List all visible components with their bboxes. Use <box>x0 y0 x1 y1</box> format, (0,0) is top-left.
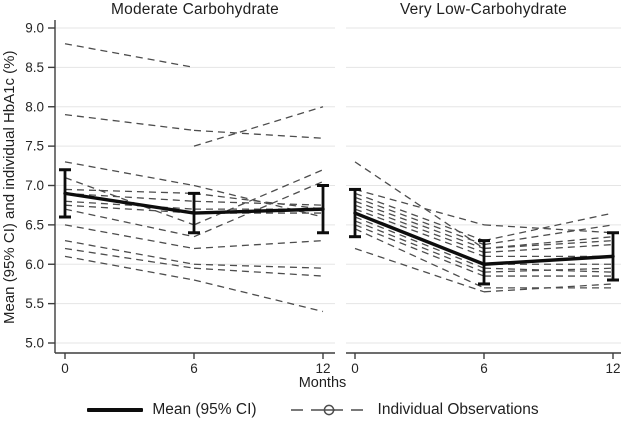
individual-observation-line <box>64 161 195 187</box>
mean-line-sample-icon <box>87 408 144 412</box>
individual-observation-line <box>193 169 324 226</box>
individual-observation-line <box>354 224 485 277</box>
y-tick-label: 9.0 <box>25 21 44 36</box>
x-tick-label: 0 <box>351 361 359 376</box>
individual-observation-line <box>64 255 195 281</box>
individual-observation-line <box>354 247 485 293</box>
dashed-line-sample-icon <box>290 404 367 416</box>
individual-observation-line <box>64 43 195 69</box>
individual-observation-line <box>354 196 485 246</box>
individual-observation-line <box>483 212 614 242</box>
individual-observation-line <box>193 192 324 210</box>
individual-observation-line <box>193 263 324 269</box>
individual-observation-line <box>193 267 324 277</box>
individual-observation-line <box>483 283 614 293</box>
x-tick-label: 6 <box>190 361 198 376</box>
legend-individual-label: Individual Observations <box>377 401 539 418</box>
mean-line <box>353 211 615 266</box>
x-tick-label: 12 <box>605 361 620 376</box>
individual-observation-line <box>483 267 614 273</box>
individual-observation-line <box>64 224 195 250</box>
individual-observation-line <box>354 188 485 226</box>
individual-observation-line <box>354 200 485 250</box>
individual-observation-line <box>354 204 485 254</box>
panel-title-very-low: Very Low-Carbohydrate <box>399 1 568 18</box>
legend-mean-label: Mean (95% CI) <box>152 401 257 418</box>
individual-observation-line <box>483 236 614 250</box>
individual-observation-line <box>64 204 195 214</box>
individual-observation-line <box>64 208 195 238</box>
individual-observation-line <box>193 200 324 206</box>
individual-observation-line <box>193 279 324 313</box>
y-tick-label: 5.0 <box>25 336 44 351</box>
individual-observation-line <box>193 239 324 250</box>
individual-observation-line <box>193 129 324 139</box>
y-tick-label: 6.0 <box>25 257 44 272</box>
y-axis-label: Mean (95% CI) and individual HbA1c (%) <box>1 50 18 324</box>
panel-title-moderate: Moderate Carbohydrate <box>111 1 279 18</box>
individual-observation-line <box>64 177 195 226</box>
individual-observation-line <box>64 192 195 202</box>
individual-observation-line <box>354 161 485 250</box>
x-tick-label: 6 <box>480 361 488 376</box>
individual-observation-line <box>354 192 485 242</box>
individual-observation-line <box>354 208 485 257</box>
individual-observation-line <box>483 239 614 250</box>
y-tick-label: 5.5 <box>25 296 44 311</box>
legend: Mean (95% CI) Individual Observations <box>0 401 626 419</box>
y-tick-label: 8.0 <box>25 99 44 114</box>
individual-observation-line <box>64 188 195 195</box>
x-axis-label: Months <box>298 375 347 391</box>
individual-observation-line <box>64 247 195 269</box>
individual-observation-line <box>64 200 195 210</box>
x-tick-label: 12 <box>315 361 330 376</box>
x-tick-label: 0 <box>61 361 69 376</box>
y-tick-label: 8.5 <box>25 60 44 75</box>
y-tick-label: 7.5 <box>25 139 44 154</box>
individual-observation-line <box>64 239 195 265</box>
individual-observation-line <box>64 113 195 132</box>
individual-observation-line <box>193 106 324 147</box>
mean-line <box>63 191 325 215</box>
y-tick-label: 7.0 <box>25 178 44 193</box>
individual-observation-line <box>483 224 614 234</box>
y-tick-label: 6.5 <box>25 217 44 232</box>
individual-observation-line <box>483 243 614 254</box>
individual-observation-line <box>483 224 614 246</box>
